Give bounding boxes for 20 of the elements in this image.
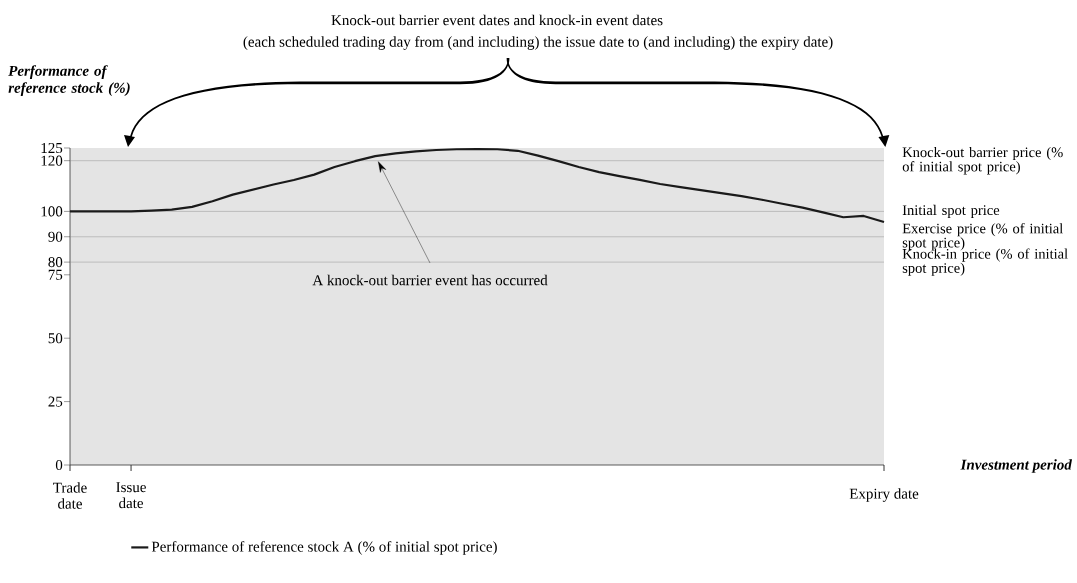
x-tick-label: Trade date (53, 482, 87, 509)
y-tick-label: 50 (48, 333, 63, 344)
ref-line-label: Initial spot price (902, 204, 1000, 218)
chart-title: Knock-out barrier event dates and knock-in event dates (331, 14, 663, 26)
y-tick-label: 125 (41, 142, 63, 154)
legend-label: Performance of reference stock A (% of initial spot price) (151, 541, 497, 555)
x-tick-label: Expiry date (849, 488, 919, 502)
y-tick-label: 0 (55, 459, 63, 471)
y-axis-title: Performance of reference stock (%) (8, 65, 130, 96)
y-tick-label: 90 (48, 231, 63, 242)
y-tick-label: 80 (48, 257, 63, 268)
y-tick-label: 120 (41, 155, 63, 166)
x-tick-label: Issue date (116, 482, 146, 509)
y-tick-label: 75 (48, 269, 63, 280)
y-tick-label: 100 (41, 206, 63, 217)
ref-line-label: Knock-out barrier price (% of initial spot price) (902, 146, 1063, 175)
annotation: A knock-out barrier event has occurred (312, 274, 548, 286)
x-axis-title: Investment period (960, 459, 1073, 473)
y-tick-label: 25 (48, 396, 63, 407)
chart-subtitle: (each scheduled trading day from (and including) the issue date to (and including) the expiry date) (243, 36, 833, 50)
